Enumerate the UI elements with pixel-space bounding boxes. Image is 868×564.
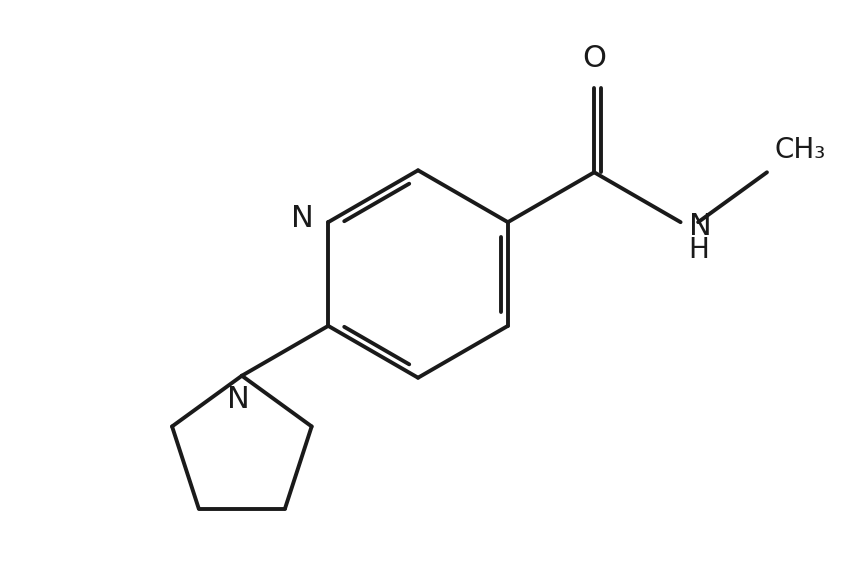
Text: N: N bbox=[227, 385, 249, 415]
Text: CH₃: CH₃ bbox=[775, 136, 826, 164]
Text: N: N bbox=[291, 204, 314, 233]
Text: O: O bbox=[582, 44, 606, 73]
Text: N: N bbox=[688, 212, 711, 241]
Text: H: H bbox=[688, 236, 709, 264]
